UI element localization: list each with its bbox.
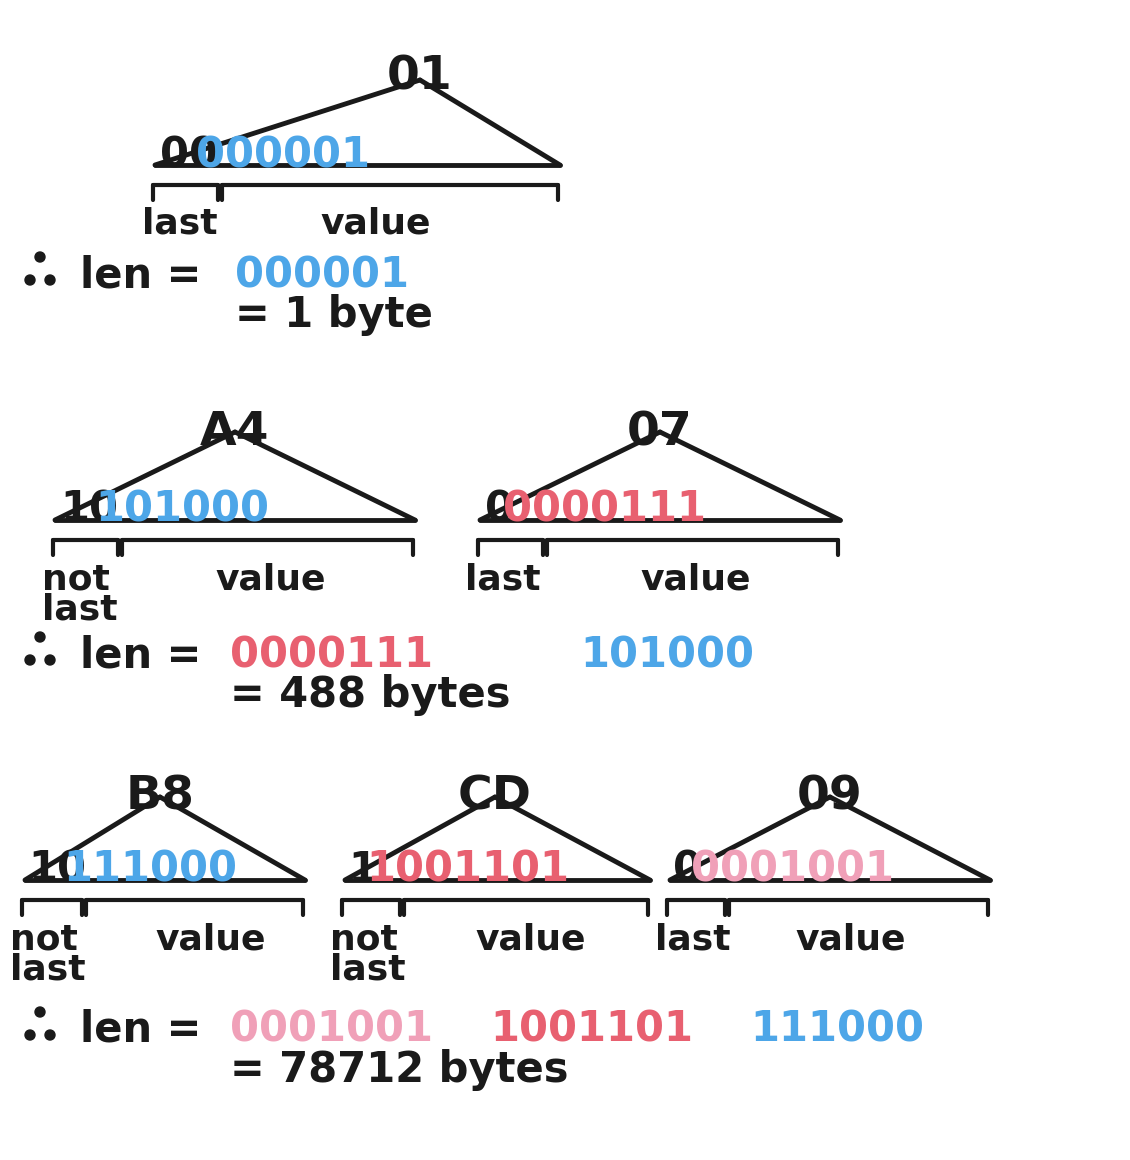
- Text: last: last: [10, 952, 86, 986]
- Text: not: not: [330, 922, 398, 956]
- Text: 00: 00: [160, 135, 218, 176]
- Text: 0: 0: [485, 490, 514, 531]
- Circle shape: [25, 275, 35, 285]
- Text: 101000: 101000: [580, 635, 754, 676]
- Text: 0: 0: [673, 849, 702, 891]
- Text: not: not: [42, 561, 110, 596]
- Circle shape: [45, 1030, 55, 1041]
- Text: value: value: [475, 922, 585, 956]
- Text: last: last: [42, 592, 118, 626]
- Text: not: not: [10, 922, 78, 956]
- Text: 09: 09: [797, 775, 863, 820]
- Text: 000001: 000001: [235, 254, 409, 296]
- Circle shape: [35, 252, 45, 262]
- Text: 10: 10: [60, 490, 118, 531]
- Text: 0001001: 0001001: [231, 1009, 433, 1051]
- Text: 101000: 101000: [96, 490, 270, 531]
- Text: 07: 07: [627, 409, 693, 455]
- Text: value: value: [215, 561, 325, 596]
- Text: 1: 1: [348, 849, 377, 891]
- Text: 10: 10: [28, 849, 86, 891]
- Text: = 1 byte: = 1 byte: [235, 293, 433, 336]
- Text: value: value: [796, 922, 905, 956]
- Text: = 78712 bytes: = 78712 bytes: [231, 1049, 568, 1092]
- Circle shape: [25, 1030, 35, 1041]
- Text: 0000111: 0000111: [503, 490, 706, 531]
- Text: len =: len =: [80, 254, 201, 296]
- Circle shape: [35, 1007, 45, 1017]
- Text: 111000: 111000: [63, 849, 237, 891]
- Text: value: value: [640, 561, 750, 596]
- Text: 01: 01: [388, 55, 453, 100]
- Text: last: last: [142, 206, 218, 241]
- Text: last: last: [466, 561, 540, 596]
- Text: B8: B8: [125, 775, 194, 820]
- Text: 000001: 000001: [195, 135, 370, 176]
- Text: len =: len =: [80, 635, 201, 676]
- Text: 111000: 111000: [750, 1009, 924, 1051]
- Text: value: value: [320, 206, 431, 241]
- Text: 0000111: 0000111: [231, 635, 433, 676]
- Text: last: last: [655, 922, 731, 956]
- Text: 1001101: 1001101: [366, 849, 568, 891]
- Text: = 488 bytes: = 488 bytes: [231, 674, 511, 716]
- Text: len =: len =: [80, 1009, 201, 1051]
- Text: 0001001: 0001001: [690, 849, 894, 891]
- Circle shape: [25, 655, 35, 665]
- Text: A4: A4: [200, 409, 270, 455]
- Text: value: value: [155, 922, 266, 956]
- Circle shape: [45, 655, 55, 665]
- Circle shape: [45, 275, 55, 285]
- Text: 1001101: 1001101: [490, 1009, 693, 1051]
- Text: last: last: [330, 952, 406, 986]
- Circle shape: [35, 632, 45, 641]
- Text: CD: CD: [458, 775, 532, 820]
